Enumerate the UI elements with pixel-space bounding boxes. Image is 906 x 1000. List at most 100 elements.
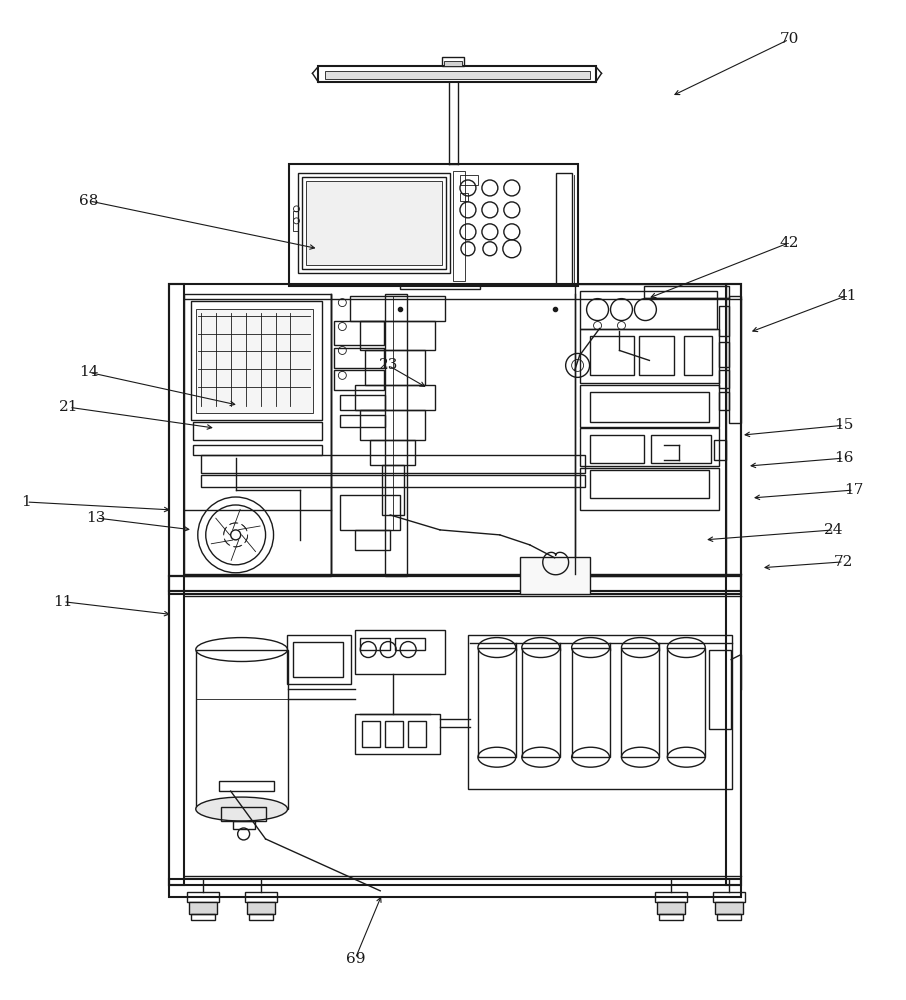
Bar bbox=[660, 914, 683, 920]
Bar bbox=[246, 902, 275, 914]
Text: 13: 13 bbox=[86, 511, 106, 525]
Bar bbox=[574, 284, 727, 576]
Bar bbox=[468, 635, 732, 789]
Text: 1: 1 bbox=[22, 495, 31, 509]
Bar bbox=[719, 392, 729, 410]
Bar bbox=[714, 440, 727, 460]
Bar bbox=[341, 495, 400, 530]
Bar bbox=[590, 435, 644, 463]
Bar bbox=[169, 576, 741, 591]
Text: 16: 16 bbox=[834, 451, 853, 465]
Bar bbox=[719, 342, 729, 367]
Text: 24: 24 bbox=[824, 523, 843, 537]
Bar bbox=[478, 648, 516, 757]
Bar bbox=[668, 648, 705, 757]
Text: 72: 72 bbox=[834, 555, 853, 569]
Bar bbox=[334, 370, 384, 390]
Bar bbox=[362, 721, 381, 747]
Text: 23: 23 bbox=[379, 358, 398, 372]
Bar bbox=[303, 177, 446, 269]
Bar bbox=[169, 576, 741, 594]
Ellipse shape bbox=[196, 797, 287, 821]
Bar bbox=[218, 781, 274, 791]
Bar bbox=[355, 714, 440, 754]
Bar bbox=[453, 171, 465, 281]
Bar bbox=[572, 648, 610, 757]
Bar bbox=[622, 648, 660, 757]
Bar bbox=[715, 902, 743, 914]
Bar bbox=[201, 455, 584, 473]
Text: 15: 15 bbox=[834, 418, 853, 432]
Bar bbox=[580, 468, 719, 510]
Bar bbox=[361, 638, 390, 650]
Bar bbox=[718, 914, 741, 920]
Bar bbox=[713, 892, 745, 902]
Bar bbox=[334, 321, 384, 345]
Bar bbox=[318, 66, 595, 82]
Bar bbox=[294, 642, 343, 677]
Bar bbox=[221, 807, 265, 821]
Bar bbox=[184, 294, 332, 576]
Text: 68: 68 bbox=[80, 194, 99, 208]
Bar bbox=[385, 294, 407, 576]
Bar bbox=[191, 914, 215, 920]
Bar bbox=[341, 415, 385, 427]
Text: 41: 41 bbox=[837, 289, 856, 303]
Bar bbox=[408, 721, 426, 747]
Bar bbox=[655, 892, 688, 902]
Bar bbox=[325, 71, 590, 79]
Bar bbox=[644, 286, 729, 298]
Bar bbox=[400, 284, 480, 289]
Bar bbox=[201, 475, 584, 487]
Bar bbox=[355, 530, 390, 550]
Bar bbox=[191, 301, 323, 420]
Bar bbox=[382, 465, 404, 515]
Bar bbox=[658, 902, 685, 914]
Bar bbox=[719, 370, 729, 388]
Bar bbox=[590, 336, 634, 375]
Bar bbox=[361, 410, 425, 440]
Bar bbox=[306, 181, 442, 265]
Bar bbox=[169, 879, 741, 897]
Bar bbox=[719, 306, 729, 336]
Bar bbox=[520, 557, 590, 594]
Text: 42: 42 bbox=[779, 236, 799, 250]
Bar bbox=[187, 892, 218, 902]
Bar bbox=[365, 350, 425, 385]
Bar bbox=[193, 445, 323, 455]
Bar bbox=[580, 329, 719, 383]
Bar bbox=[294, 211, 298, 231]
Bar bbox=[196, 650, 287, 809]
Bar bbox=[351, 296, 445, 321]
Bar bbox=[395, 638, 425, 650]
Bar bbox=[355, 630, 445, 674]
Bar bbox=[371, 440, 415, 465]
Bar bbox=[233, 821, 255, 829]
Text: 17: 17 bbox=[844, 483, 863, 497]
Bar bbox=[727, 284, 741, 885]
Bar bbox=[580, 385, 719, 427]
Bar bbox=[288, 164, 578, 286]
Bar bbox=[361, 321, 435, 350]
Bar bbox=[460, 175, 478, 185]
Text: 14: 14 bbox=[80, 365, 99, 379]
Bar bbox=[169, 591, 741, 885]
Bar bbox=[188, 902, 217, 914]
Bar bbox=[580, 428, 719, 466]
Bar bbox=[334, 348, 384, 368]
Bar bbox=[580, 291, 718, 329]
Bar bbox=[460, 193, 468, 201]
Bar bbox=[444, 61, 462, 66]
Bar bbox=[169, 284, 184, 885]
Bar bbox=[355, 385, 435, 410]
Bar bbox=[286, 635, 352, 684]
Bar bbox=[341, 395, 385, 410]
Bar bbox=[640, 336, 674, 375]
Bar bbox=[196, 309, 313, 413]
Text: 69: 69 bbox=[345, 952, 365, 966]
Text: 70: 70 bbox=[779, 32, 799, 46]
Bar bbox=[245, 892, 276, 902]
Bar bbox=[193, 422, 323, 440]
Bar bbox=[522, 648, 560, 757]
Bar bbox=[555, 173, 572, 285]
